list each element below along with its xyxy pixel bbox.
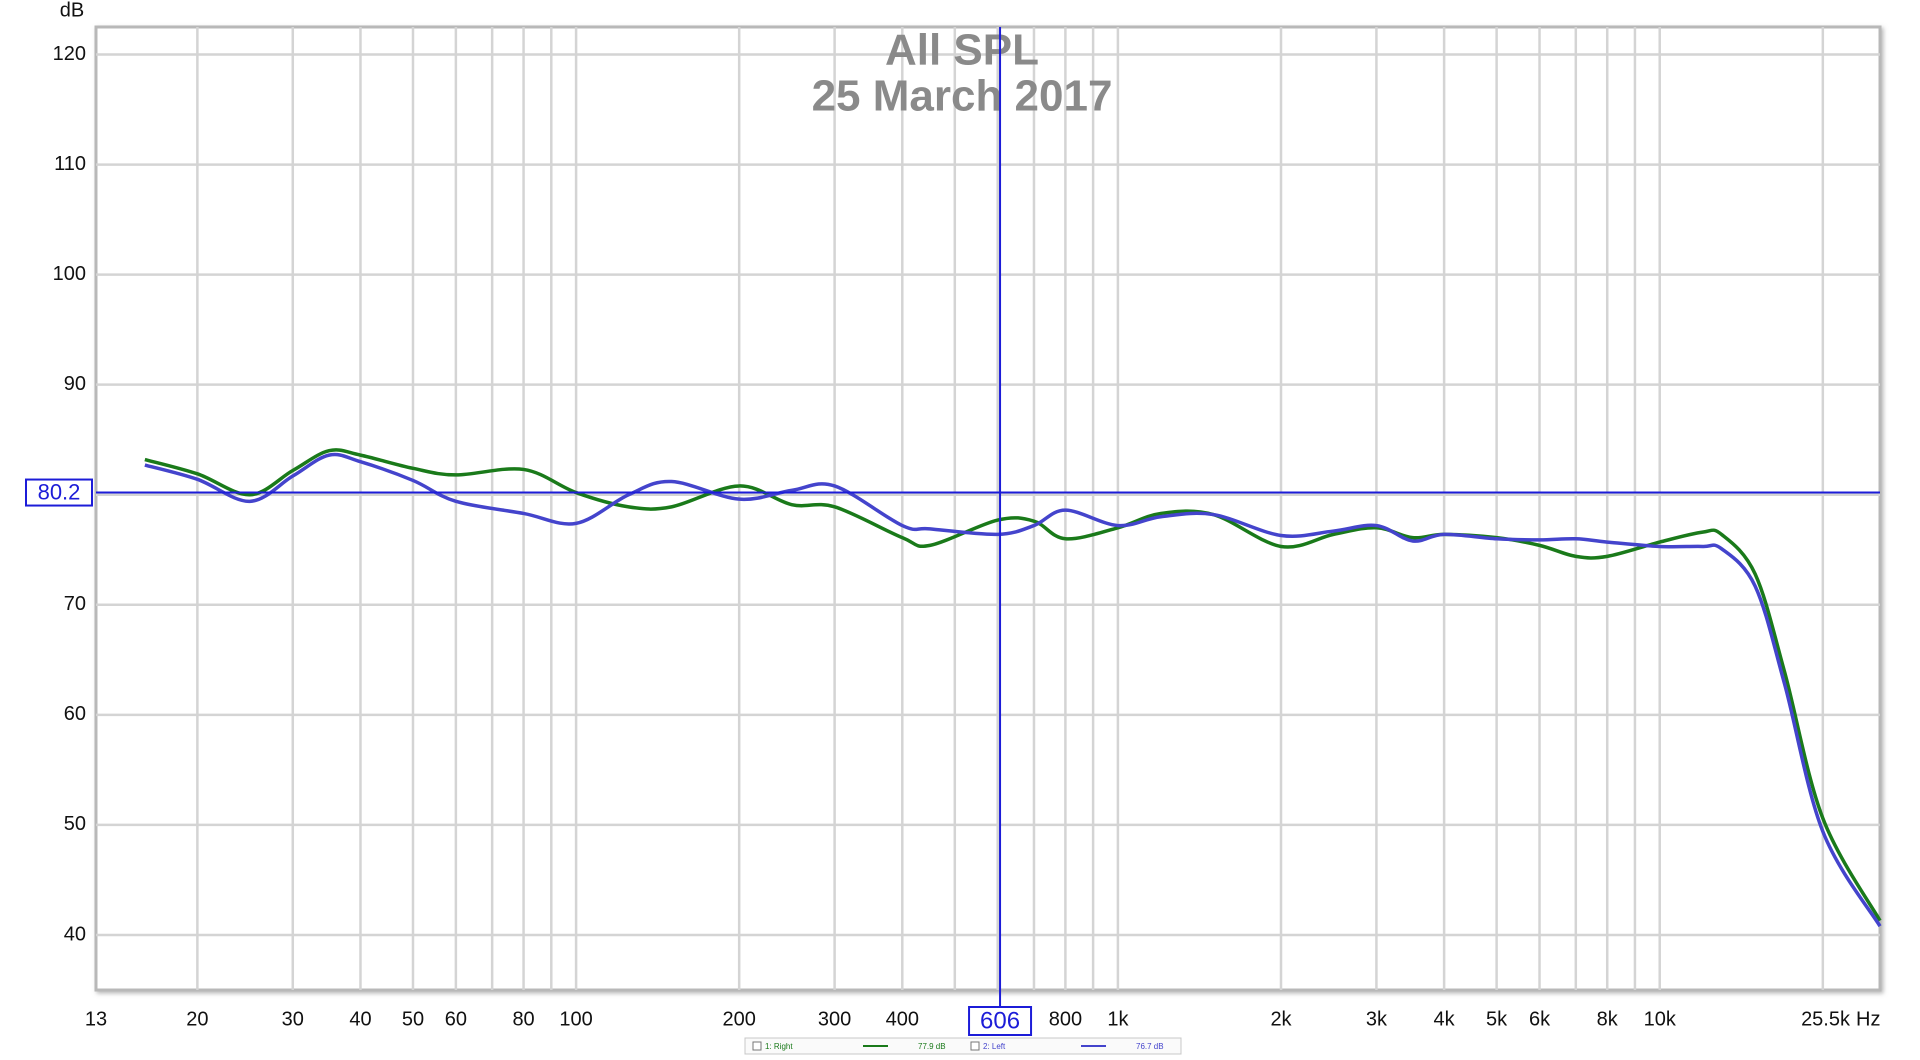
- cursor-label-box: [25, 478, 93, 507]
- x-tick-label: 2k: [1270, 1008, 1292, 1030]
- x-tick-label: 25.5k: [1801, 1008, 1851, 1030]
- y-tick-label: 100: [53, 263, 86, 285]
- x-tick-label: 300: [818, 1008, 851, 1030]
- x-tick-label: 13: [85, 1008, 107, 1030]
- x-tick-label: 30: [282, 1008, 304, 1030]
- x-tick-label: 60: [445, 1008, 467, 1030]
- cursor-label-box: [968, 1006, 1033, 1036]
- y-tick-label: 120: [53, 43, 86, 65]
- series-line: [144, 452, 1882, 928]
- x-tick-label: 8k: [1597, 1008, 1619, 1030]
- x-tick-label: 40: [349, 1008, 371, 1030]
- x-tick-label: 20: [186, 1008, 208, 1030]
- legend-checkbox: [752, 1041, 762, 1051]
- y-tick-label: 90: [64, 373, 86, 395]
- x-tick-label: 400: [886, 1008, 919, 1030]
- legend-entry: 2: Left: [983, 1042, 1006, 1051]
- x-tick-label: 80: [512, 1008, 534, 1030]
- y-tick-label: 50: [64, 813, 86, 835]
- x-unit: Hz: [1856, 1008, 1880, 1030]
- x-tick-label: 50: [402, 1008, 424, 1030]
- legend-entry: 1: Right: [765, 1042, 793, 1051]
- legend-checkbox: [970, 1041, 980, 1051]
- y-tick-label: 60: [64, 703, 86, 725]
- x-tick-label: 200: [723, 1008, 756, 1030]
- x-tick-label: 10k: [1644, 1008, 1677, 1030]
- cursor-y-label: 80.2: [38, 479, 81, 504]
- x-tick-label: 1k: [1107, 1008, 1129, 1030]
- chart-subtitle: 25 March 2017: [812, 72, 1113, 121]
- x-tick-label: 4k: [1434, 1008, 1456, 1030]
- series-line: [144, 448, 1882, 922]
- y-tick-label: 40: [64, 923, 86, 945]
- x-tick-label: 5k: [1486, 1008, 1508, 1030]
- y-axis-label: dB: [60, 0, 84, 21]
- x-tick-label: 100: [559, 1008, 592, 1030]
- x-tick-label: 3k: [1366, 1008, 1388, 1030]
- legend-value: 77.9 dB: [918, 1042, 946, 1051]
- x-tick-label: 800: [1049, 1008, 1082, 1030]
- overlay: 4050607080901001101201320304050608010020…: [25, 27, 1880, 1055]
- plot-area: [94, 25, 1882, 992]
- lines: [144, 448, 1882, 928]
- y-tick-label: 70: [64, 593, 86, 615]
- y-tick-label: 110: [54, 153, 86, 175]
- chart-title: All SPL: [885, 26, 1039, 75]
- legend-box: [744, 1037, 1182, 1055]
- legend-value: 76.7 dB: [1136, 1042, 1164, 1051]
- cursor-x-label: 606: [980, 1007, 1020, 1034]
- x-tick-label: 6k: [1529, 1008, 1551, 1030]
